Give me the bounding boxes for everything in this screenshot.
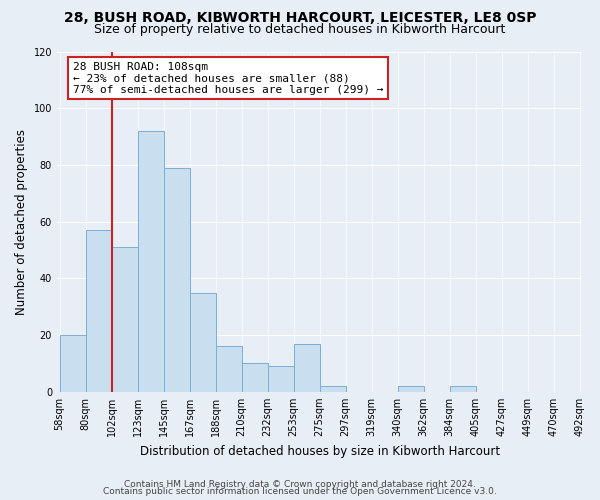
Text: Size of property relative to detached houses in Kibworth Harcourt: Size of property relative to detached ho… — [94, 22, 506, 36]
Bar — [112, 247, 137, 392]
Text: Contains HM Land Registry data © Crown copyright and database right 2024.: Contains HM Land Registry data © Crown c… — [124, 480, 476, 489]
Bar — [190, 292, 215, 392]
Text: 28, BUSH ROAD, KIBWORTH HARCOURT, LEICESTER, LE8 0SP: 28, BUSH ROAD, KIBWORTH HARCOURT, LEICES… — [64, 11, 536, 25]
Bar — [86, 230, 112, 392]
Bar — [137, 131, 164, 392]
Bar — [59, 335, 86, 392]
Bar — [164, 168, 190, 392]
Bar — [449, 386, 476, 392]
Text: 28 BUSH ROAD: 108sqm
← 23% of detached houses are smaller (88)
77% of semi-detac: 28 BUSH ROAD: 108sqm ← 23% of detached h… — [73, 62, 383, 95]
Text: Contains public sector information licensed under the Open Government Licence v3: Contains public sector information licen… — [103, 487, 497, 496]
Bar — [215, 346, 242, 392]
Bar — [398, 386, 424, 392]
Bar — [268, 366, 293, 392]
Bar — [293, 344, 320, 392]
Bar — [320, 386, 346, 392]
X-axis label: Distribution of detached houses by size in Kibworth Harcourt: Distribution of detached houses by size … — [140, 444, 500, 458]
Bar — [242, 364, 268, 392]
Y-axis label: Number of detached properties: Number of detached properties — [15, 128, 28, 314]
